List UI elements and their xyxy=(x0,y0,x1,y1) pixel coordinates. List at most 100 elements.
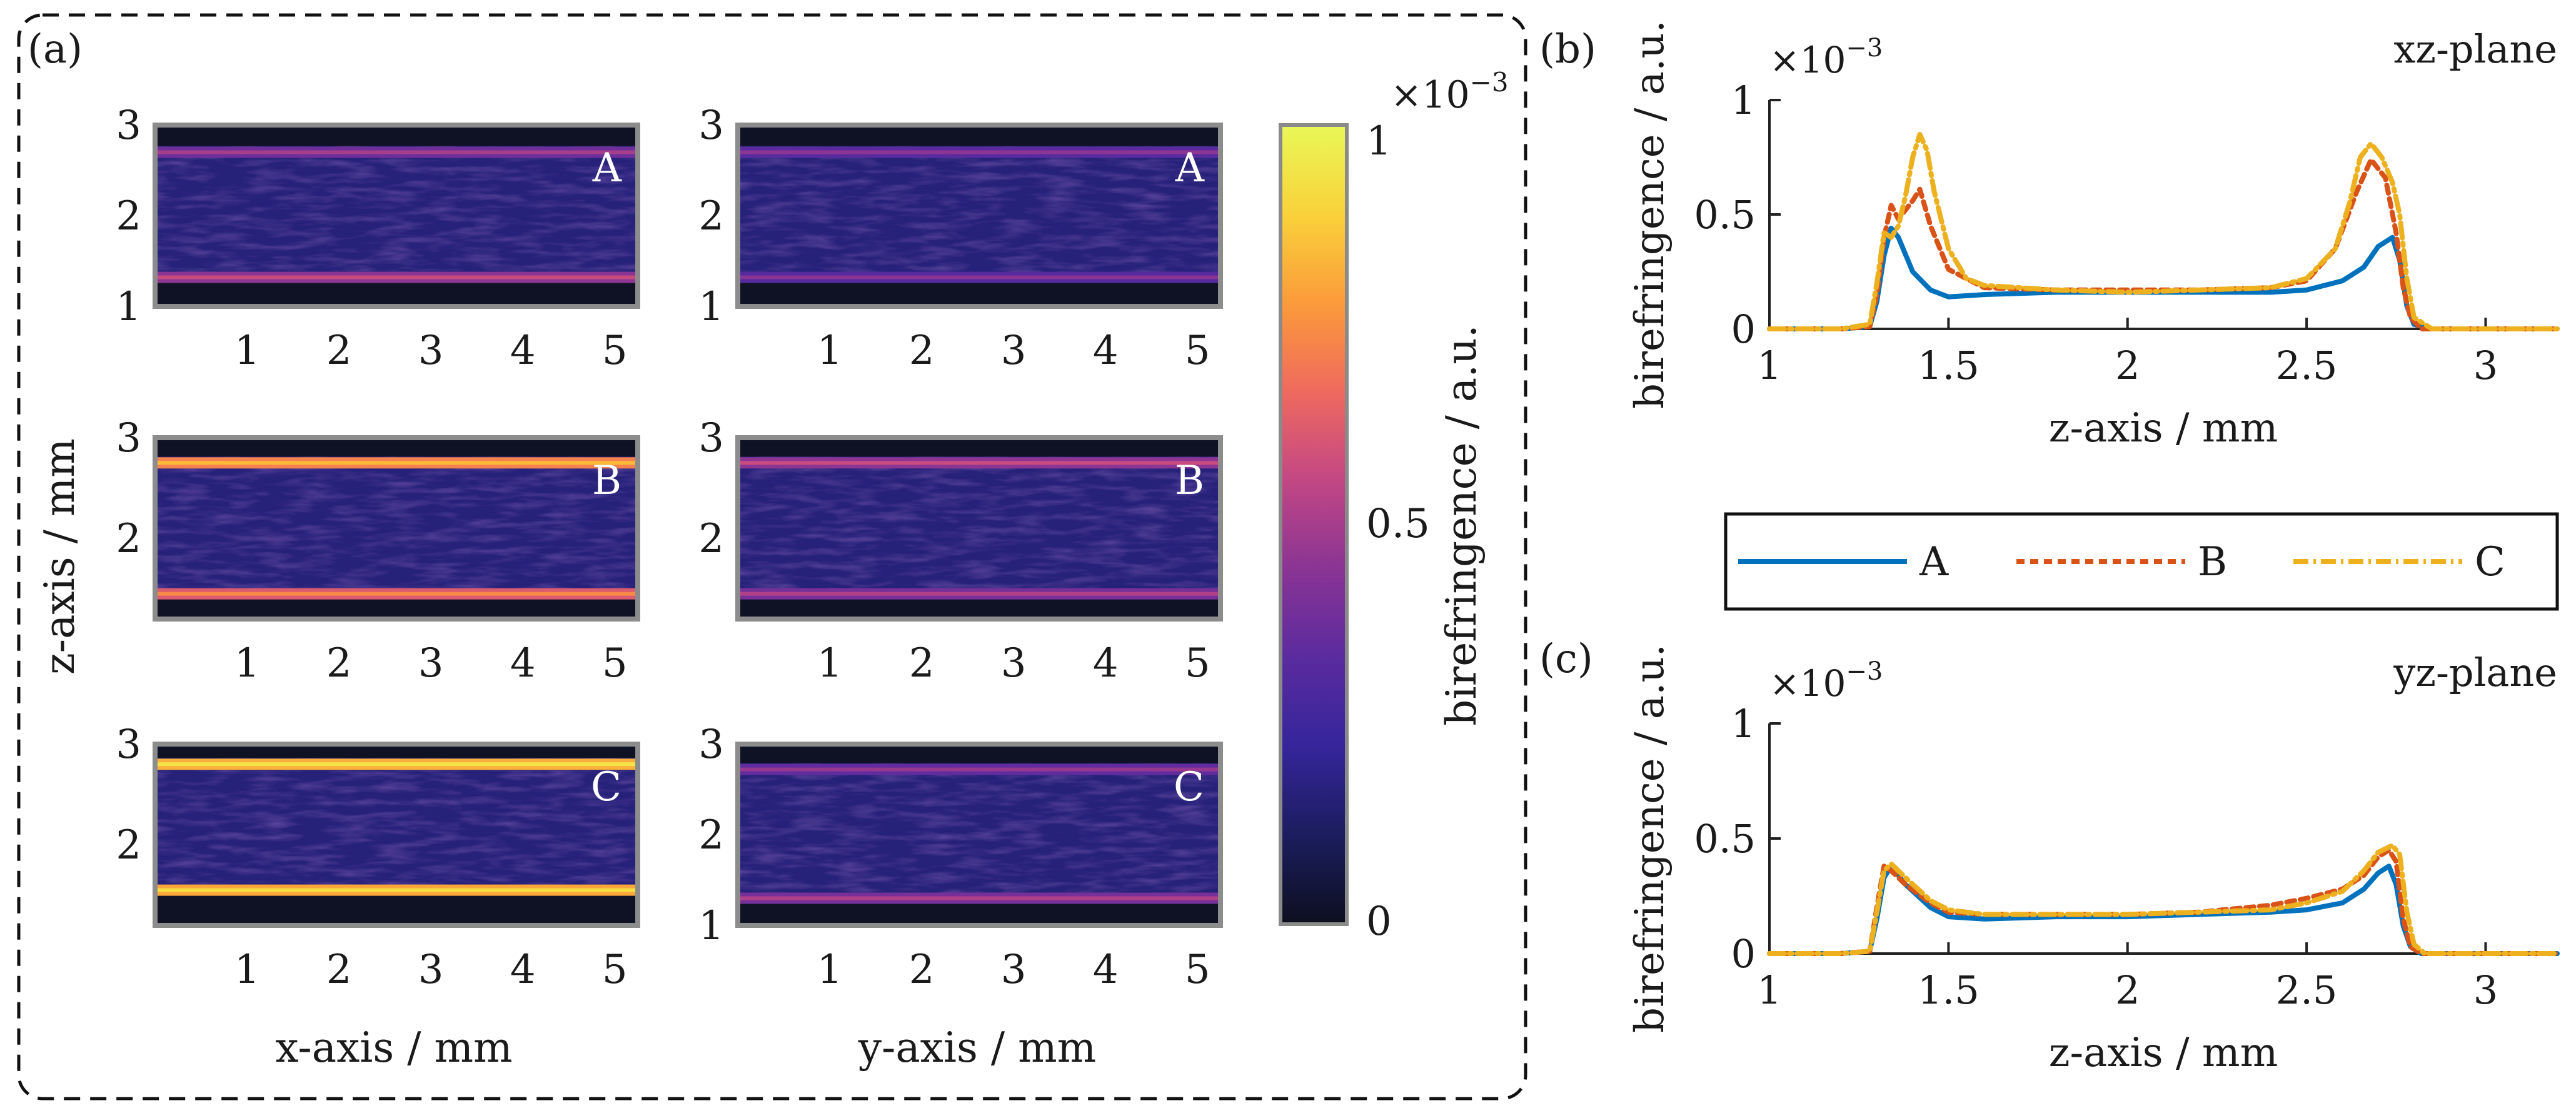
x-tick-label: 1.5 xyxy=(1918,967,1980,1013)
colorbar-tick-label: 0.5 xyxy=(1366,501,1430,547)
heatmap-band-lower-core xyxy=(738,896,1220,900)
x-tick-label: 1 xyxy=(234,947,260,993)
heatmap-band-lower-core xyxy=(155,592,638,596)
heatmap-texture xyxy=(738,763,1220,904)
x-tick-label: 1 xyxy=(234,328,260,374)
colorbar-label: birefringence / a.u. xyxy=(1437,325,1486,725)
heatmap-texture xyxy=(155,456,638,599)
colorbar-multiplier: ×10−3 xyxy=(1391,67,1509,117)
z-tick-label: 2 xyxy=(116,193,141,239)
x-tick-label: 4 xyxy=(510,947,536,993)
legend: A B C xyxy=(1724,512,2559,611)
x-tick-label: 2 xyxy=(326,640,352,687)
x-axis-title: z-axis / mm xyxy=(2049,1030,2278,1076)
heatmap-band-lower-core xyxy=(155,275,638,280)
colorbar-tick-label: 0 xyxy=(1366,899,1392,945)
z-tick-label: 3 xyxy=(698,722,724,768)
y-tick-label: 0.5 xyxy=(1694,816,1756,862)
x-tick-label: 3 xyxy=(1001,640,1027,687)
z-tick-label: 3 xyxy=(116,103,141,149)
heatmap-yz-B: B 3 2 1 2 3 4 5 xyxy=(698,415,1223,687)
heatmap-band-upper-core xyxy=(155,461,638,465)
x-tick-label: 4 xyxy=(510,640,536,687)
z-tick-label: 2 xyxy=(698,516,724,562)
heatmap-band-lower-core xyxy=(155,888,638,892)
panel-c-label: (c) xyxy=(1539,636,1593,682)
x-tick-label: 5 xyxy=(1185,640,1210,687)
x-tick-label: 3 xyxy=(1001,328,1027,374)
z-tick-label: 3 xyxy=(698,103,724,149)
x-tick-label: 5 xyxy=(1185,947,1210,993)
y-axis-title: birefringence / a.u. xyxy=(1627,20,1673,409)
x-tick-label: 1 xyxy=(817,640,843,687)
x-tick-label: 5 xyxy=(602,947,628,993)
x-tick-label: 1 xyxy=(234,640,260,687)
panel-b-label: (b) xyxy=(1539,26,1596,73)
chart-title: xz-plane xyxy=(2393,26,2557,72)
x-tick-label: 3 xyxy=(1001,947,1027,993)
x-tick-label: 4 xyxy=(1093,947,1119,993)
heatmap-sample-label: A xyxy=(592,145,622,191)
x-axis-title-right: y-axis / mm xyxy=(858,1024,1097,1072)
z-tick-label: 2 xyxy=(116,516,141,562)
heatmap-sample-label: B xyxy=(592,458,621,504)
z-tick-label: 3 xyxy=(116,415,141,461)
heatmap-band-upper-core xyxy=(738,461,1220,465)
z-tick-label: 1 xyxy=(698,903,724,949)
heatmap-band-upper-core xyxy=(155,762,638,767)
colorbar-bar xyxy=(1279,123,1349,926)
heatmap-band-lower-core xyxy=(738,592,1220,596)
series-line-A xyxy=(1767,864,2560,956)
heatmap-texture xyxy=(738,146,1220,283)
x-tick-label: 2 xyxy=(2115,343,2140,388)
y-axis-title: birefringence / a.u. xyxy=(1627,644,1673,1033)
heatmap-texture xyxy=(155,146,638,283)
series-line-A xyxy=(1767,226,2560,331)
heatmap-frame xyxy=(153,435,640,622)
heatmap-texture xyxy=(738,456,1220,599)
z-tick-label: 2 xyxy=(698,193,724,239)
x-tick-label: 4 xyxy=(1093,328,1119,374)
heatmap-sample-label: B xyxy=(1175,458,1204,504)
y-tick-label: 1 xyxy=(1731,701,1756,747)
heatmap-sample-label: C xyxy=(1174,764,1204,810)
chart-yz-plane: 0 0.5 1 1 1.5 2 2.5 3 yz-plane ×10−3 z-axis / mm bi… xyxy=(1627,644,2560,1076)
heatmap-sample-label: C xyxy=(591,764,621,810)
legend-label: A xyxy=(1919,539,1949,585)
z-tick-label: 1 xyxy=(698,284,724,330)
x-tick-label: 2 xyxy=(2115,967,2140,1013)
x-axis-title: z-axis / mm xyxy=(2049,405,2278,451)
x-tick-label: 2 xyxy=(909,328,935,374)
x-tick-label: 5 xyxy=(602,640,628,687)
heatmap-texture xyxy=(155,758,638,895)
x-axis-title-left: x-axis / mm xyxy=(275,1024,512,1072)
heatmap-frame xyxy=(735,123,1223,309)
heatmap-frame xyxy=(735,435,1223,622)
z-tick-label: 2 xyxy=(116,822,141,869)
heatmap-yz-A: A 3 2 1 1 2 3 4 5 xyxy=(698,103,1223,374)
x-tick-label: 4 xyxy=(510,328,536,374)
x-tick-label: 2 xyxy=(326,328,352,374)
x-tick-label: 3 xyxy=(418,328,444,374)
x-tick-label: 4 xyxy=(1093,640,1119,687)
heatmap-grid: A 3 2 1 1 2 3 4 5 A 3 2 1 1 2 3 4 5 B 3 2 1 2 3 4 5 B 3 2 1 2 3 4 5 C 3 2 1 2 3… xyxy=(116,103,1223,993)
x-tick-label: 2.5 xyxy=(2276,967,2338,1013)
x-tick-label: 2 xyxy=(909,947,935,993)
chart-xz-plane: 0 0.5 1 1 1.5 2 2.5 3 xz-plane ×10−3 z-axis / mm bi… xyxy=(1627,20,2560,451)
heatmap-frame xyxy=(153,123,640,309)
heatmap-band-upper-core xyxy=(738,150,1220,154)
series-line-C xyxy=(1767,131,2560,331)
heatmap-frame xyxy=(153,742,640,928)
chart-title: yz-plane xyxy=(2393,650,2557,695)
colorbar-tick-label: 1 xyxy=(1366,118,1392,164)
x-tick-label: 5 xyxy=(1185,328,1210,374)
x-tick-label: 3 xyxy=(2473,343,2498,388)
x-tick-label: 3 xyxy=(2473,967,2498,1013)
x-tick-label: 1 xyxy=(1757,343,1781,388)
y-multiplier: ×10−3 xyxy=(1769,34,1883,81)
colorbar-ticks: 10.50 xyxy=(1366,118,1430,945)
heatmap-yz-C: C 3 2 1 1 2 3 4 5 xyxy=(698,722,1223,993)
legend-label: C xyxy=(2475,539,2505,585)
y-multiplier: ×10−3 xyxy=(1769,657,1883,705)
